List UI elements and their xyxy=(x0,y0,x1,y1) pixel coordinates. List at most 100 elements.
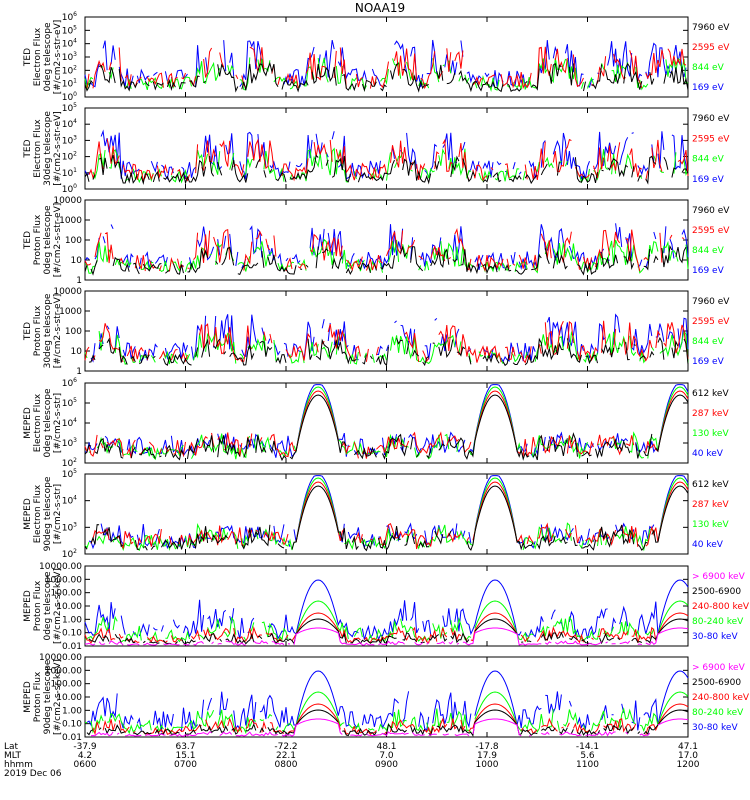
x-tick-label-lat: -14.1 xyxy=(576,742,599,752)
x-axis: LatMLThhmm-37.94.2060063.715.10700-72.22… xyxy=(4,742,700,779)
x-tick-label-lat: -37.9 xyxy=(73,742,97,752)
y-tick-label: 10.00 xyxy=(56,602,82,612)
series-612-kev xyxy=(84,394,689,462)
y-tick-label: 1000 xyxy=(59,307,82,317)
y-tick-label: 1.00 xyxy=(62,615,82,625)
x-tick-label-hhmm: 0700 xyxy=(174,760,197,770)
y-axis-label: TEDProton Flux30deg telescope[#/cm2-s-st… xyxy=(23,293,63,368)
y-tick-label: 10000.00 xyxy=(39,562,82,572)
legend-entry: > 6900 keV xyxy=(692,663,746,673)
y-axis-label: MEPEDProton Flux0deg telescope[#/cm2-s-s… xyxy=(23,568,63,644)
y-tick-label: 106 xyxy=(62,11,77,23)
y-tick-label: 10.00 xyxy=(56,693,82,703)
legend-entry: 169 eV xyxy=(692,357,725,367)
y-tick-label: 10000 xyxy=(53,196,82,206)
y-tick-label: 104 xyxy=(62,417,77,429)
x-tick-label-lat: -72.2 xyxy=(274,742,297,752)
legend-entry: 169 eV xyxy=(692,83,725,93)
x-tick-label-hhmm: 1100 xyxy=(576,760,599,770)
y-axis-label: MEPEDElectron Flux0deg telescope[#/cm2-s… xyxy=(23,388,63,458)
legend-entry: 612 keV xyxy=(692,389,729,399)
y-axis-label: TEDElectron Flux30deg telescope[#/cm2-s-… xyxy=(23,111,63,186)
legend-entry: 30-80 keV xyxy=(692,723,738,733)
y-tick-label: 1 xyxy=(76,276,82,286)
legend-entry: 169 eV xyxy=(692,266,725,276)
legend-entry: 130 keV xyxy=(692,520,729,530)
legend-entry: 287 keV xyxy=(692,500,729,510)
x-tick-label-mlt: 17.0 xyxy=(678,751,698,761)
y-tick-label: 100 xyxy=(65,327,82,337)
y-tick-label: 10 xyxy=(71,256,83,266)
legend-entry: 2500-6900 xyxy=(692,587,741,597)
x-tick-label-lat: 63.7 xyxy=(175,742,195,752)
chart-title: NOAA19 xyxy=(355,1,405,15)
legend-entry: 80-240 keV xyxy=(692,617,744,627)
x-tick-label-lat: 48.1 xyxy=(376,742,396,752)
y-tick-label: 10000 xyxy=(53,287,82,297)
series-80-240-kev xyxy=(84,691,689,735)
series-169-ev xyxy=(90,313,689,363)
y-tick-label: 100 xyxy=(65,236,82,246)
legend-entry: 2595 eV xyxy=(692,134,730,144)
y-tick-label: 0.01 xyxy=(62,733,82,743)
x-tick-label-lat: 47.1 xyxy=(678,742,698,752)
legend-entry: 7960 eV xyxy=(692,23,730,33)
legend-entry: 612 keV xyxy=(692,480,729,490)
legend-entry: 844 eV xyxy=(692,155,725,165)
y-tick-label: 100.00 xyxy=(51,589,83,599)
y-tick-label: 104 xyxy=(62,118,77,130)
series-844-ev xyxy=(92,147,689,184)
series-7960-ev xyxy=(84,154,689,185)
panel-meped-p-90: 0.01 0.10 1.00 10.00 100.00 1000.00 10000.00ME… xyxy=(23,653,750,743)
legend-entry: 40 keV xyxy=(692,449,724,459)
legend-entry: 2595 eV xyxy=(692,43,730,53)
legend-entry: 844 eV xyxy=(692,246,725,256)
y-tick-label: 1.00 xyxy=(62,706,82,716)
y-tick-label: 0.01 xyxy=(62,642,82,652)
x-tick-label-mlt: 5.6 xyxy=(580,751,595,761)
series-612-kev xyxy=(84,485,689,552)
y-tick-label: 10 xyxy=(71,347,83,357)
y-tick-label: 1 xyxy=(76,367,82,377)
series-7960-ev xyxy=(84,244,687,276)
legend-entry: 287 keV xyxy=(692,409,729,419)
y-tick-label: 103 xyxy=(62,521,77,533)
series-2595-ev xyxy=(88,138,689,182)
x-tick-label-mlt: 15.1 xyxy=(175,751,195,761)
y-tick-label: 1000 xyxy=(59,216,82,226)
y-tick-label: 106 xyxy=(62,377,77,389)
y-axis-label: TEDProton Flux0deg telescope[#/cm2-s-str… xyxy=(23,203,63,278)
y-tick-label: 105 xyxy=(62,24,77,36)
y-tick-label: 104 xyxy=(62,38,77,50)
legend-entry: 240-800 keV xyxy=(692,693,750,703)
x-row-label: hhmm xyxy=(4,760,33,770)
x-tick-label-lat: -17.8 xyxy=(475,742,499,752)
x-tick-label-hhmm: 0600 xyxy=(74,760,97,770)
y-tick-label: 102 xyxy=(62,151,77,163)
legend-entry: 30-80 keV xyxy=(692,632,738,642)
series--6900-kev xyxy=(90,718,689,737)
y-tick-label: 102 xyxy=(62,548,77,560)
x-tick-label-hhmm: 0900 xyxy=(375,760,398,770)
series-7960-ev xyxy=(88,336,689,367)
x-row-label: MLT xyxy=(4,751,22,761)
x-tick-label-mlt: 4.2 xyxy=(78,751,92,761)
legend-entry: 2595 eV xyxy=(692,226,730,236)
y-tick-label: 10000.00 xyxy=(39,653,82,663)
x-tick-label-mlt: 7.0 xyxy=(379,751,394,761)
legend-entry: 130 keV xyxy=(692,429,729,439)
x-row-label: Lat xyxy=(4,742,19,752)
y-tick-label: 103 xyxy=(62,134,77,146)
y-tick-label: 1000.00 xyxy=(45,666,82,676)
legend-entry: 844 eV xyxy=(692,337,725,347)
y-tick-label: 105 xyxy=(62,468,77,480)
series-30-80-kev xyxy=(86,670,689,732)
legend-entry: 80-240 keV xyxy=(692,708,744,718)
legend-entry: 7960 eV xyxy=(692,297,730,307)
